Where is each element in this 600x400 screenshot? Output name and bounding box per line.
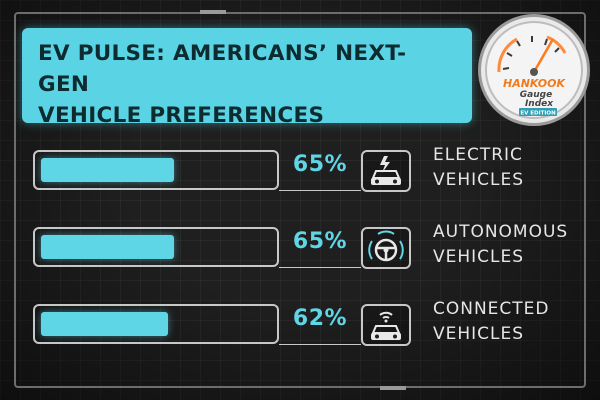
badge-edition: EV EDITION <box>520 111 556 117</box>
frame-accent-bottom <box>380 386 406 390</box>
bar-autonomous <box>41 235 174 259</box>
chart-row-connected: 62% CONNECTED VEHICLES <box>0 297 600 367</box>
row-connector <box>279 267 361 268</box>
chart-title: EV PULSE: AMERICANS’ NEXT-GEN VEHICLE PR… <box>22 28 472 128</box>
value-label-electric: 65% <box>292 152 348 177</box>
gauge-index-badge: HANKOOK Gauge Index EV EDITION <box>478 14 590 126</box>
label-line-1: AUTONOMOUS <box>433 222 569 242</box>
label-line-1: ELECTRIC <box>433 145 523 165</box>
row-connector <box>279 344 361 345</box>
icon-frame-connected <box>361 304 411 346</box>
badge-brand: HANKOOK <box>503 77 566 90</box>
row-connector <box>279 190 361 191</box>
icon-frame-electric <box>361 150 411 192</box>
label-line-2: VEHICLES <box>433 324 525 344</box>
title-line-1: EV PULSE: AMERICANS’ NEXT-GEN <box>38 41 407 97</box>
steering-wheel-icon <box>368 230 404 262</box>
bar-electric <box>41 158 174 182</box>
gauge-icon: HANKOOK Gauge Index EV EDITION <box>485 21 583 119</box>
category-label-autonomous: AUTONOMOUS VEHICLES <box>433 220 593 270</box>
bar-track <box>33 150 279 190</box>
label-line-1: CONNECTED <box>433 299 550 319</box>
bar-connected <box>41 312 168 336</box>
value-label-autonomous: 65% <box>292 229 348 254</box>
title-line-2: VEHICLE PREFERENCES <box>38 103 325 128</box>
badge-name-line-2: Index <box>525 99 554 109</box>
chart-row-autonomous: 65% AUTONOMOUS VEHICLES <box>0 220 600 290</box>
label-line-2: VEHICLES <box>433 170 525 190</box>
value-label-connected: 62% <box>292 306 348 331</box>
label-line-2: VEHICLES <box>433 247 525 267</box>
bar-track <box>33 227 279 267</box>
outer-frame <box>14 12 586 388</box>
badge-name-line-1: Gauge <box>520 90 552 100</box>
frame-accent-top <box>200 10 226 14</box>
connected-car-icon <box>371 311 401 340</box>
electric-car-icon <box>371 156 401 185</box>
category-label-connected: CONNECTED VEHICLES <box>433 297 593 347</box>
badge-edition-tag <box>519 108 557 116</box>
chart-row-electric: 65% ELECTRIC VEHICLES <box>0 143 600 213</box>
category-label-electric: ELECTRIC VEHICLES <box>433 143 593 193</box>
bar-track <box>33 304 279 344</box>
icon-frame-autonomous <box>361 227 411 269</box>
